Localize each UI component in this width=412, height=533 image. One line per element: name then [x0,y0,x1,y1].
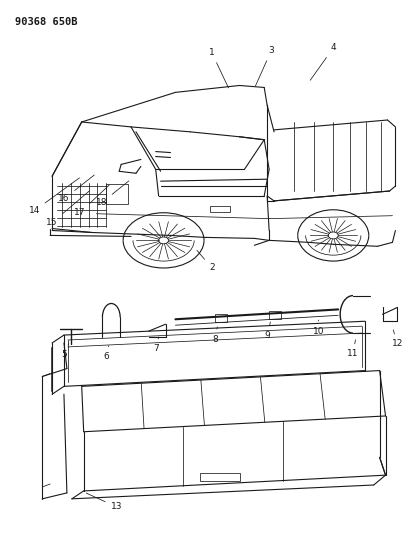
Text: 17: 17 [74,185,109,217]
Text: 1: 1 [209,49,229,88]
Text: 7: 7 [153,337,159,353]
Text: 18: 18 [96,181,129,207]
Bar [106,184,128,204]
Text: 12: 12 [392,330,403,349]
Text: 13: 13 [86,493,122,511]
Text: 90368 650B: 90368 650B [14,18,77,27]
Text: 14: 14 [29,178,80,215]
Text: 10: 10 [313,320,324,336]
Bar [215,314,227,322]
Bar [200,473,239,481]
Text: 15: 15 [47,191,89,227]
Text: 16: 16 [58,175,94,204]
Text: 4: 4 [310,44,336,80]
Bar [269,311,281,319]
Text: 3: 3 [255,46,274,86]
Bar [210,206,229,212]
Text: 9: 9 [264,322,270,340]
Text: 8: 8 [212,327,218,343]
Text: 2: 2 [197,251,215,272]
Text: 6: 6 [103,346,109,361]
Text: 11: 11 [347,340,359,358]
Text: 5: 5 [61,344,69,359]
